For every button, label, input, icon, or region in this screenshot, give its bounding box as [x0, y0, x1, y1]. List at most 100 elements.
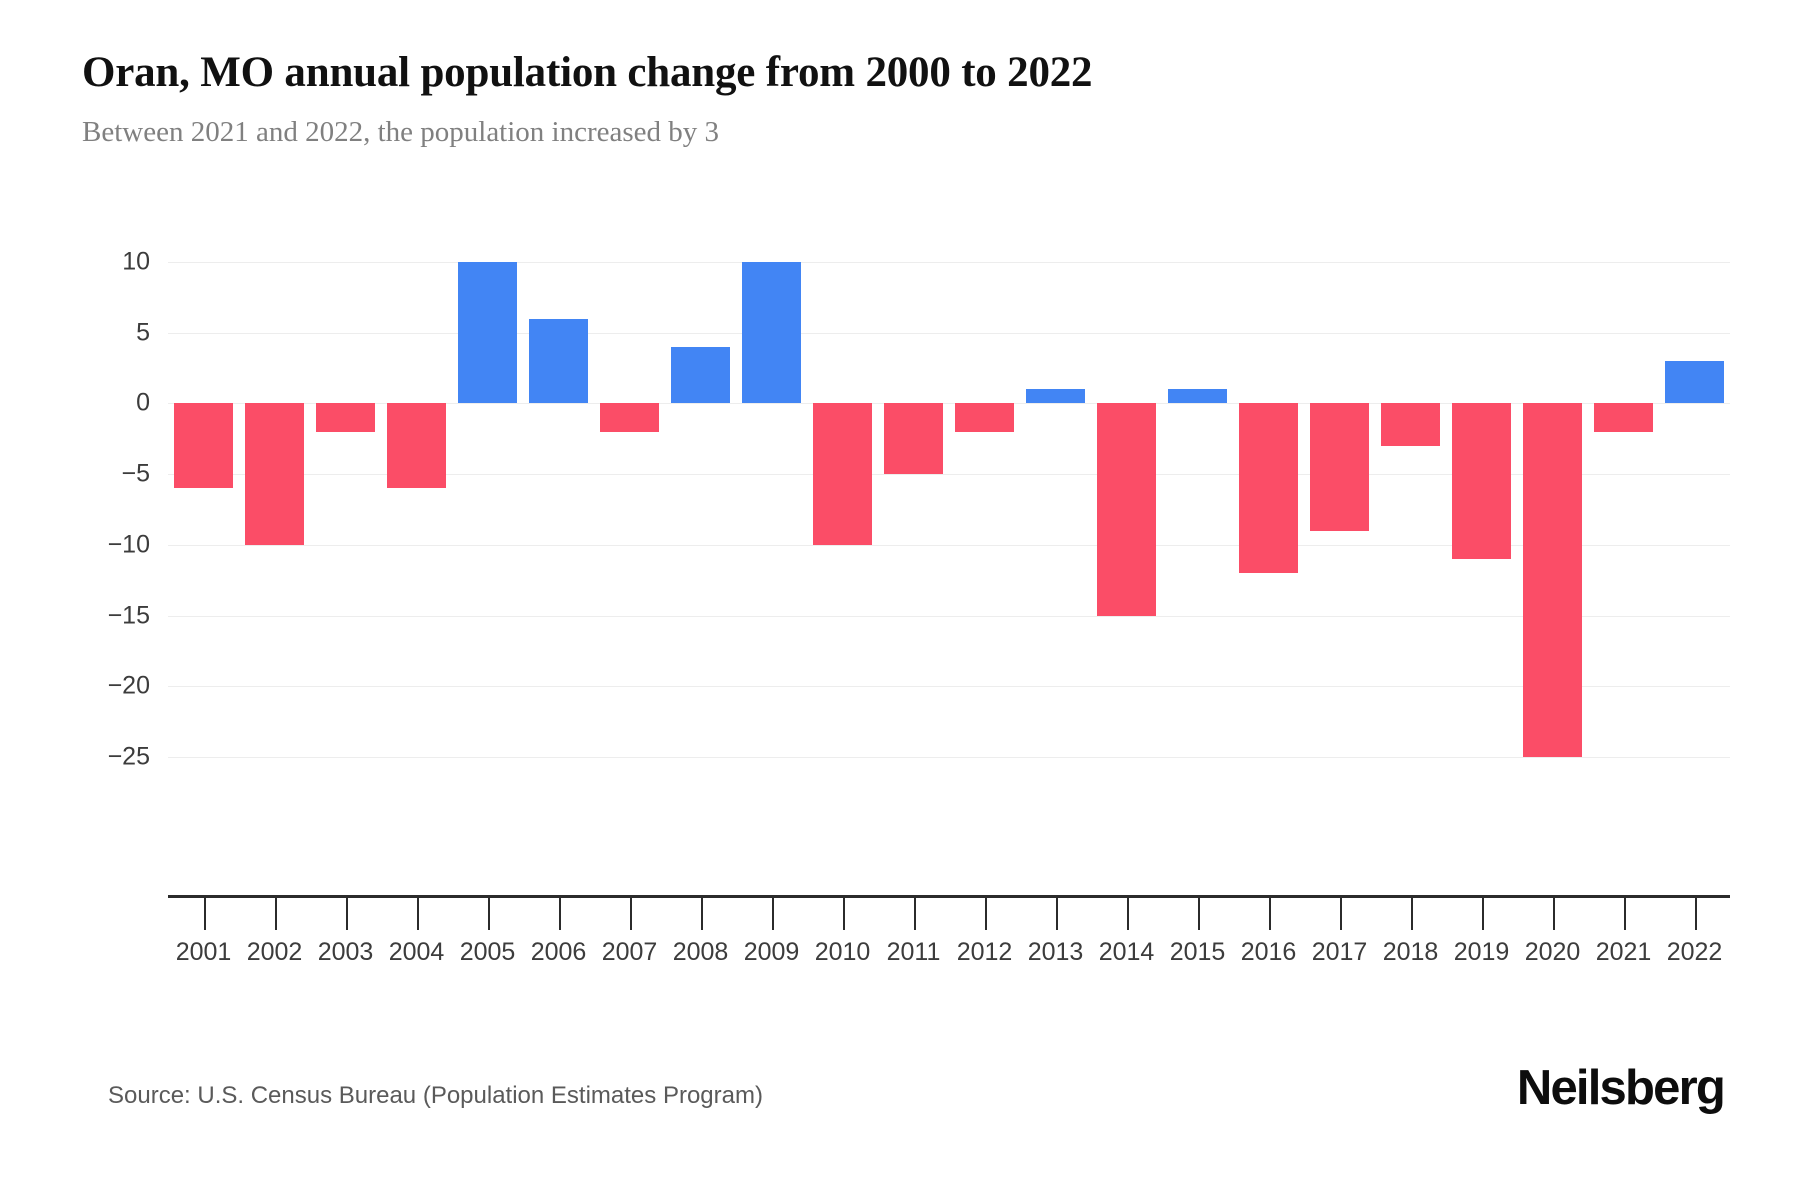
bar-slot	[1375, 262, 1446, 757]
gridline	[168, 686, 1730, 688]
bar-2016[interactable]	[1238, 403, 1299, 574]
page-title: Oran, MO annual population change from 2…	[82, 49, 1093, 96]
x-axis-tick-label-2019: 2019	[1453, 938, 1510, 966]
x-axis-tick	[842, 898, 845, 930]
bar-2006[interactable]	[528, 318, 589, 404]
bar-slot	[310, 262, 381, 757]
x-axis-tick-label-2014: 2014	[1098, 938, 1155, 966]
x-axis-tick	[203, 898, 206, 930]
x-axis-tick-label-2002: 2002	[246, 938, 303, 966]
bar-slot	[1588, 262, 1659, 757]
gridline	[168, 474, 1730, 476]
x-axis-tick-label-2008: 2008	[672, 938, 729, 966]
bar-slot	[1020, 262, 1091, 757]
bar-2017[interactable]	[1309, 403, 1370, 531]
x-axis-tick-label-2016: 2016	[1240, 938, 1297, 966]
x-axis-tick-label-2017: 2017	[1311, 938, 1368, 966]
x-axis-tick	[558, 898, 561, 930]
x-axis-tick	[1481, 898, 1484, 930]
x-axis-tick	[1552, 898, 1555, 930]
x-axis-tick-label-2013: 2013	[1027, 938, 1084, 966]
bar-2004[interactable]	[386, 403, 447, 489]
bar-slot	[523, 262, 594, 757]
bar-2020[interactable]	[1522, 403, 1583, 757]
x-axis-tick	[700, 898, 703, 930]
bar-slot	[168, 262, 239, 757]
x-axis-tick	[487, 898, 490, 930]
x-axis-tick	[1694, 898, 1697, 930]
bar-2015[interactable]	[1167, 389, 1228, 404]
bar-slot	[1659, 262, 1730, 757]
x-axis-tick	[984, 898, 987, 930]
bars-plot-region	[168, 262, 1730, 757]
y-axis-tick-label: 10	[122, 247, 150, 276]
gridline	[168, 544, 1730, 546]
source-note: Source: U.S. Census Bureau (Population E…	[108, 1082, 763, 1109]
bar-2007[interactable]	[599, 403, 660, 432]
y-axis-tick-label: −10	[107, 530, 150, 559]
bar-2009[interactable]	[741, 262, 802, 404]
bar-2018[interactable]	[1380, 403, 1441, 446]
x-axis-tick-label-2006: 2006	[530, 938, 587, 966]
x-axis-tick	[771, 898, 774, 930]
x-axis-tick-label-2001: 2001	[175, 938, 232, 966]
bar-2022[interactable]	[1664, 361, 1725, 404]
bar-slot	[1446, 262, 1517, 757]
x-axis-tick-label-2009: 2009	[743, 938, 800, 966]
bar-slot	[381, 262, 452, 757]
bar-slot	[807, 262, 878, 757]
x-axis-tick	[1055, 898, 1058, 930]
x-axis-tick-label-2003: 2003	[317, 938, 374, 966]
bar-2014[interactable]	[1096, 403, 1157, 616]
x-axis-tick	[1410, 898, 1413, 930]
bar-slot	[665, 262, 736, 757]
x-axis-tick-label-2004: 2004	[388, 938, 445, 966]
bar-2005[interactable]	[457, 262, 518, 404]
bar-slot	[1091, 262, 1162, 757]
gridline	[168, 615, 1730, 617]
chart-subtitle: Between 2021 and 2022, the population in…	[82, 116, 720, 149]
y-axis-tick-label: −20	[107, 671, 150, 700]
x-axis-tick-label-2018: 2018	[1382, 938, 1439, 966]
x-axis-tick-label-2007: 2007	[601, 938, 658, 966]
x-axis-tick-label-2022: 2022	[1666, 938, 1723, 966]
x-axis-tick	[416, 898, 419, 930]
bar-2008[interactable]	[670, 346, 731, 404]
x-axis-tick-label-2011: 2011	[886, 938, 941, 966]
x-axis-tick	[629, 898, 632, 930]
brand-logo: Neilsberg	[1516, 1061, 1726, 1115]
bar-2003[interactable]	[315, 403, 376, 432]
bar-2013[interactable]	[1025, 389, 1086, 404]
bars-group	[168, 262, 1730, 757]
gridline	[168, 332, 1730, 334]
bar-2010[interactable]	[812, 403, 873, 545]
x-axis-tick	[274, 898, 277, 930]
y-axis-tick-label: −25	[107, 742, 150, 771]
x-axis-tick-label-2010: 2010	[814, 938, 871, 966]
bar-2002[interactable]	[244, 403, 305, 545]
bar-slot	[878, 262, 949, 757]
x-axis-tick	[1268, 898, 1271, 930]
x-axis-tick-label-2012: 2012	[956, 938, 1013, 966]
bar-2021[interactable]	[1593, 403, 1654, 432]
x-axis-tick	[1197, 898, 1200, 930]
y-axis-tick-label: −5	[121, 459, 150, 488]
bar-slot	[452, 262, 523, 757]
gridline	[168, 757, 1730, 758]
x-axis-tick	[913, 898, 916, 930]
x-axis-tick-label-2020: 2020	[1524, 938, 1581, 966]
bar-slot	[239, 262, 310, 757]
x-axis-tick	[345, 898, 348, 930]
bar-2011[interactable]	[883, 403, 944, 475]
x-axis-tick-label-2005: 2005	[459, 938, 516, 966]
bar-slot	[736, 262, 807, 757]
bar-slot	[1304, 262, 1375, 757]
x-axis-tick-label-2021: 2021	[1595, 938, 1652, 966]
bar-2012[interactable]	[954, 403, 1015, 432]
bar-2019[interactable]	[1451, 403, 1512, 559]
bar-2001[interactable]	[173, 403, 234, 489]
chart-header: Oran, MO annual population change from 2…	[82, 48, 1722, 150]
bar-slot	[949, 262, 1020, 757]
bar-slot	[1162, 262, 1233, 757]
